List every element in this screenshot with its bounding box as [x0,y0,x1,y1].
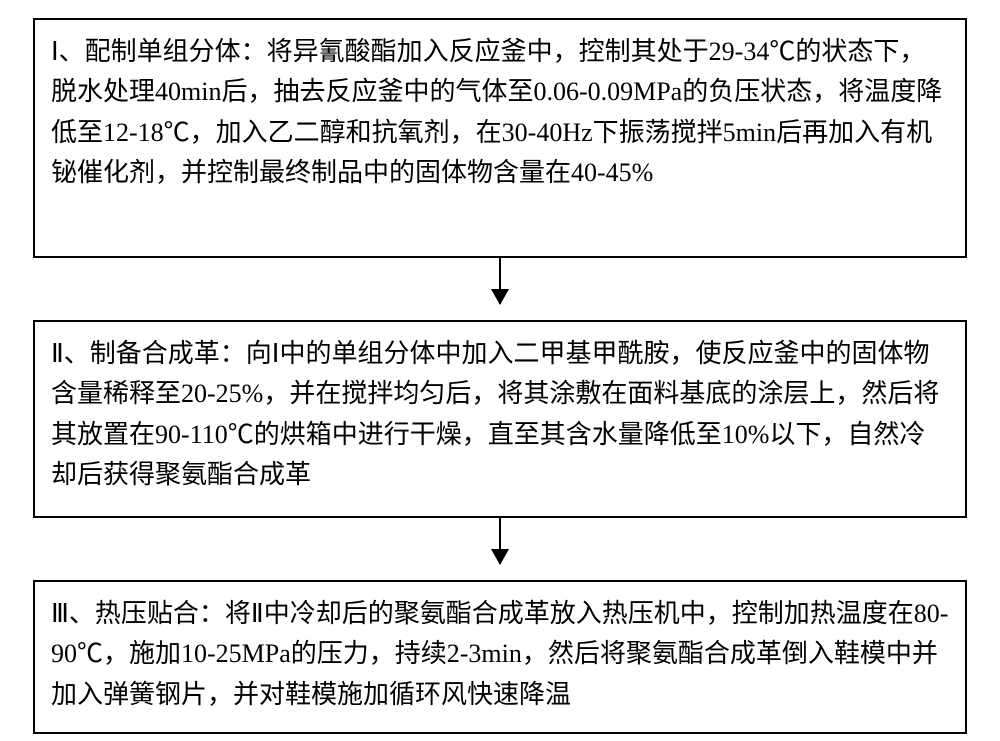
flowchart-node-step1: Ⅰ、配制单组分体：将异氰酸酯加入反应釜中，控制其处于29-34℃的状态下，脱水处… [33,18,967,258]
flowchart-arrow-2 [499,518,501,564]
flowchart-node-text: Ⅲ、热压贴合：将Ⅱ中冷却后的聚氨酯合成革放入热压机中，控制加热温度在80-90℃… [35,582,965,729]
flowchart-node-step3: Ⅲ、热压贴合：将Ⅱ中冷却后的聚氨酯合成革放入热压机中，控制加热温度在80-90℃… [33,580,967,734]
flowchart-arrow-1 [499,258,501,304]
flowchart-node-text: Ⅱ、制备合成革：向Ⅰ中的单组分体中加入二甲基甲酰胺，使反应釜中的固体物含量稀释至… [35,322,965,509]
flowchart-node-step2: Ⅱ、制备合成革：向Ⅰ中的单组分体中加入二甲基甲酰胺，使反应釜中的固体物含量稀释至… [33,320,967,518]
flowchart-node-text: Ⅰ、配制单组分体：将异氰酸酯加入反应釜中，控制其处于29-34℃的状态下，脱水处… [35,20,965,207]
